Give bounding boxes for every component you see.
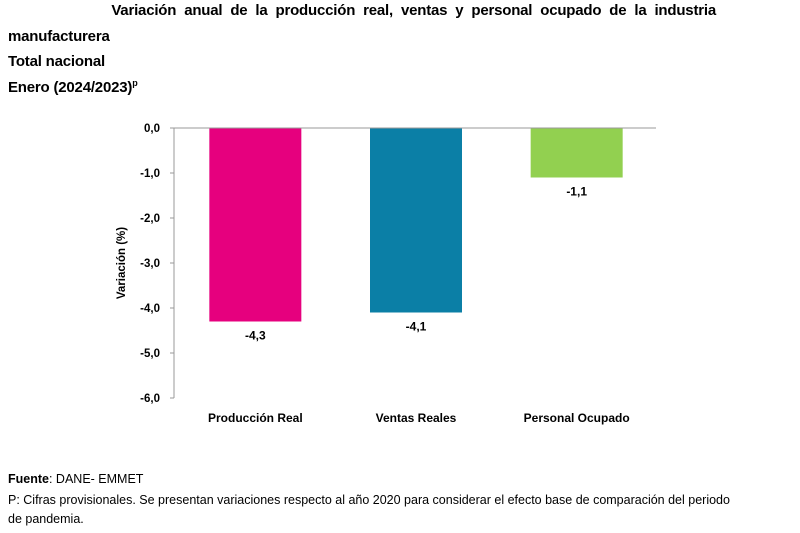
- y-tick-label-1: -1,0: [140, 168, 160, 180]
- y-tick-label-6: -6,0: [140, 393, 160, 405]
- chart-title-line2: manufacturera: [8, 28, 110, 45]
- source-label: Fuente: [8, 472, 49, 486]
- y-tick-label-5: -5,0: [140, 348, 160, 360]
- y-tick-label-4: -4,0: [140, 303, 160, 315]
- bar-1: [370, 128, 462, 313]
- x-tick-label-0: Producción Real: [208, 411, 303, 425]
- provisional-note-line1: P: Cifras provisionales. Se presentan va…: [8, 493, 730, 507]
- data-label-2: -1,1: [566, 185, 587, 199]
- chart-subtitle: Total nacional: [8, 53, 105, 70]
- y-tick-label-0: 0,0: [144, 123, 160, 135]
- chart-title-line1: Variación anual de la producción real, v…: [111, 2, 716, 19]
- source-note: Fuente: DANE- EMMET: [8, 472, 143, 486]
- source-text: : DANE- EMMET: [48, 472, 144, 486]
- period-text: Enero (2024/2023): [8, 79, 133, 96]
- chart-period: Enero (2024/2023)p: [8, 78, 138, 96]
- y-tick-label-3: -3,0: [140, 258, 160, 270]
- data-label-0: -4,3: [245, 329, 266, 343]
- x-tick-label-1: Ventas Reales: [376, 411, 457, 425]
- y-tick-label-2: -2,0: [140, 213, 160, 225]
- provisional-mark: p: [132, 78, 138, 88]
- x-tick-label-2: Personal Ocupado: [524, 411, 630, 425]
- bar-0: [209, 128, 302, 322]
- provisional-note-line2: de pandemia.: [8, 512, 84, 526]
- bar-2: [530, 128, 623, 178]
- data-label-1: -4,1: [406, 320, 427, 334]
- y-axis-label: Variación (%): [116, 227, 128, 299]
